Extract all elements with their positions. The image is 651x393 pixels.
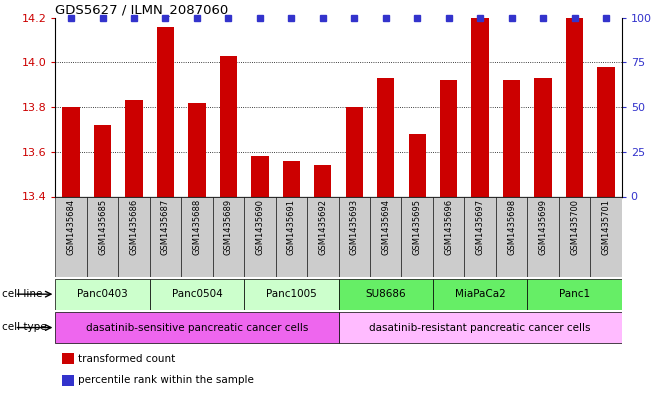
Text: GSM1435695: GSM1435695 (413, 199, 422, 255)
Bar (244, 196, 275, 277)
Bar (283, 161, 300, 196)
Bar (87, 196, 118, 277)
Bar (55, 196, 87, 277)
Bar (62, 107, 79, 196)
Text: GSM1435698: GSM1435698 (507, 199, 516, 255)
Text: GSM1435689: GSM1435689 (224, 199, 233, 255)
Text: GSM1435686: GSM1435686 (130, 199, 139, 255)
Text: GSM1435697: GSM1435697 (476, 199, 484, 255)
Text: GSM1435701: GSM1435701 (602, 199, 611, 255)
Text: transformed count: transformed count (78, 354, 175, 364)
Text: Panc1005: Panc1005 (266, 289, 316, 299)
Text: cell line: cell line (2, 288, 42, 299)
Text: GSM1435699: GSM1435699 (538, 199, 547, 255)
Bar (433, 279, 527, 310)
Bar (534, 78, 551, 196)
Bar (346, 107, 363, 196)
Bar (409, 134, 426, 196)
Bar (275, 196, 307, 277)
Bar (559, 196, 590, 277)
Bar (94, 125, 111, 196)
Text: GSM1435685: GSM1435685 (98, 199, 107, 255)
Text: GSM1435687: GSM1435687 (161, 199, 170, 255)
Text: GSM1435684: GSM1435684 (66, 199, 76, 255)
Bar (251, 156, 268, 196)
Bar (244, 279, 339, 310)
Text: GSM1435696: GSM1435696 (444, 199, 453, 255)
Bar (118, 196, 150, 277)
Bar (150, 279, 244, 310)
Text: GSM1435692: GSM1435692 (318, 199, 327, 255)
Bar (157, 27, 174, 196)
Bar (339, 279, 433, 310)
Bar (527, 196, 559, 277)
Text: GSM1435700: GSM1435700 (570, 199, 579, 255)
Bar (433, 196, 464, 277)
Bar (126, 100, 143, 196)
Text: GDS5627 / ILMN_2087060: GDS5627 / ILMN_2087060 (55, 4, 229, 17)
Text: GSM1435694: GSM1435694 (381, 199, 390, 255)
Bar (150, 196, 181, 277)
Text: dasatinib-sensitive pancreatic cancer cells: dasatinib-sensitive pancreatic cancer ce… (86, 323, 308, 332)
Bar (188, 103, 206, 196)
Bar (370, 196, 402, 277)
Text: SU8686: SU8686 (365, 289, 406, 299)
Text: GSM1435688: GSM1435688 (193, 199, 201, 255)
Bar (339, 196, 370, 277)
Bar (314, 165, 331, 196)
Bar (402, 196, 433, 277)
Text: dasatinib-resistant pancreatic cancer cells: dasatinib-resistant pancreatic cancer ce… (369, 323, 591, 332)
Text: Panc0504: Panc0504 (172, 289, 222, 299)
Bar (55, 312, 339, 343)
Text: Panc1: Panc1 (559, 289, 590, 299)
Bar (464, 196, 496, 277)
Text: MiaPaCa2: MiaPaCa2 (455, 289, 505, 299)
Bar (590, 196, 622, 277)
Text: Panc0403: Panc0403 (77, 289, 128, 299)
Bar (440, 80, 457, 196)
Text: percentile rank within the sample: percentile rank within the sample (78, 375, 254, 386)
Bar (496, 196, 527, 277)
Bar (339, 312, 622, 343)
Bar (307, 196, 339, 277)
Text: GSM1435691: GSM1435691 (287, 199, 296, 255)
Text: GSM1435690: GSM1435690 (255, 199, 264, 255)
Text: cell type: cell type (2, 322, 47, 332)
Bar (471, 18, 489, 196)
Bar (527, 279, 622, 310)
Bar (598, 67, 615, 196)
Bar (566, 18, 583, 196)
Bar (181, 196, 213, 277)
Text: GSM1435693: GSM1435693 (350, 199, 359, 255)
Bar (220, 56, 237, 196)
Bar (503, 80, 520, 196)
Bar (213, 196, 244, 277)
Bar (377, 78, 395, 196)
Bar (55, 279, 150, 310)
